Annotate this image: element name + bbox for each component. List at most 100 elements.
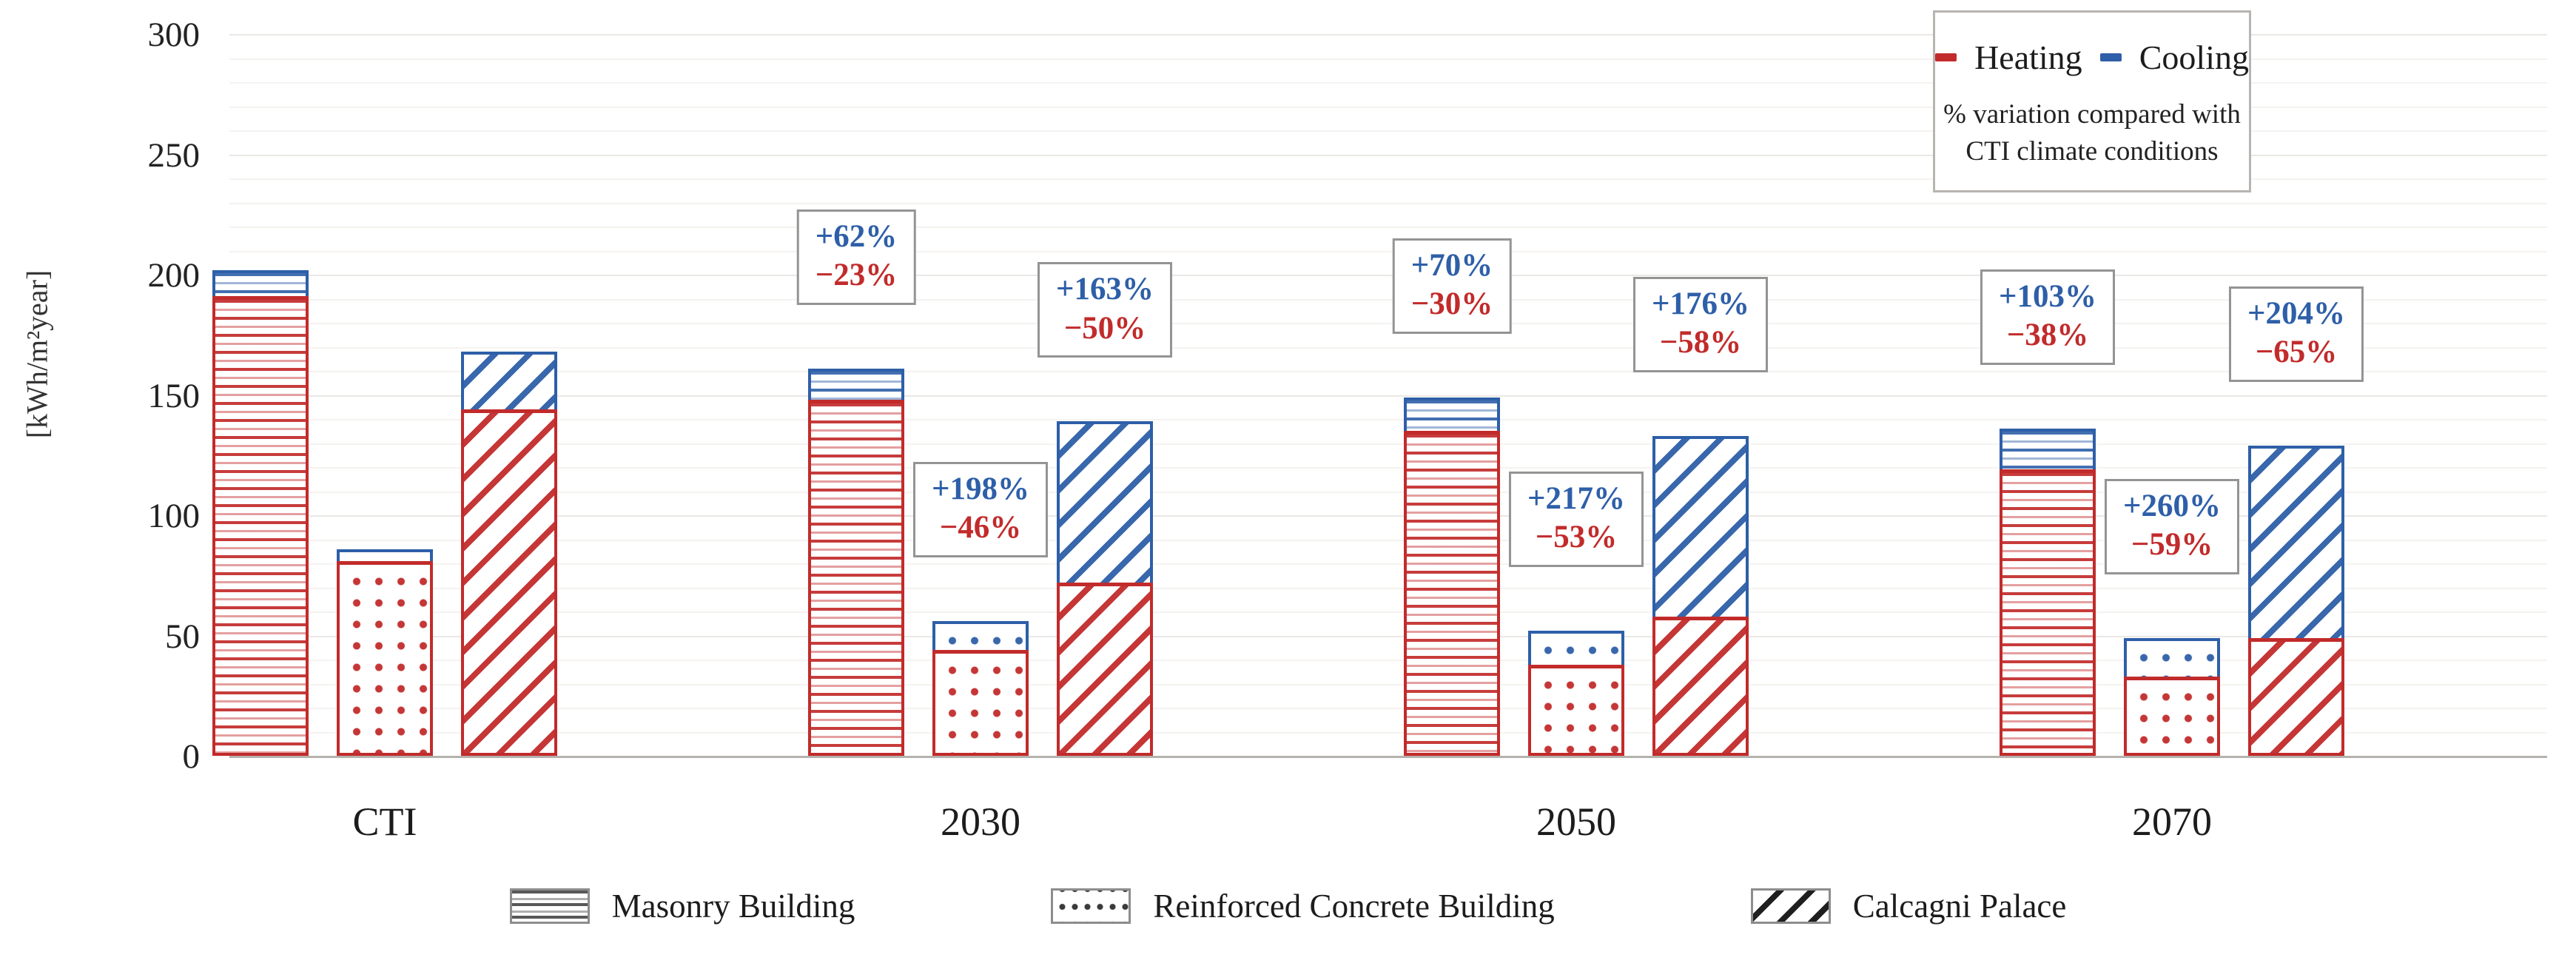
bar-calcagni-2070-cooling: [2248, 445, 2344, 638]
y-tick-label: 100: [147, 497, 201, 535]
heating-line-swatch: [1935, 53, 1957, 61]
calcagni-pattern-swatch: [1750, 888, 1831, 924]
annotation-heating-variation: −50%: [1063, 310, 1146, 346]
annotation-heating-variation: −65%: [2255, 335, 2338, 370]
annotation-heating-variation: −38%: [2006, 318, 2089, 353]
annotation-calcagni-2050: +176% −58%: [1632, 276, 1769, 372]
minor-gridline: [229, 539, 2547, 541]
calcagni-legend-label: Calcagni Palace: [1852, 888, 2067, 925]
major-gridline: [229, 34, 2547, 36]
annotation-cooling-variation: +217%: [1527, 481, 1626, 516]
annotation-heating-variation: −30%: [1410, 286, 1493, 322]
minor-gridline: [229, 250, 2547, 252]
annotation-masonry-2070: +103% −38%: [1980, 269, 2116, 365]
major-gridline: [229, 635, 2547, 637]
y-axis-title: [kWh/m²year]: [20, 269, 54, 439]
rc-pattern-swatch: [1051, 888, 1131, 924]
y-tick-label: 300: [147, 16, 201, 54]
bar-masonry-CTI-cooling: [212, 269, 309, 297]
minor-gridline: [229, 58, 2547, 60]
minor-gridline: [229, 227, 2547, 228]
legend-note-line2: CTI climate conditions: [1965, 135, 2219, 167]
major-gridline: [229, 515, 2547, 517]
annotation-cooling-variation: +176%: [1651, 286, 1750, 321]
y-tick-label: 250: [147, 135, 201, 175]
y-tick-label: 0: [182, 737, 201, 776]
bar-rc-CTI-cooling: [337, 549, 433, 561]
legend-note: % variation compared with CTI climate co…: [1935, 96, 2249, 170]
annotation-cooling-variation: +163%: [1055, 272, 1154, 307]
minor-gridline: [229, 587, 2547, 589]
minor-gridline: [229, 323, 2547, 324]
minor-gridline: [229, 660, 2547, 661]
cooling-legend-label: Cooling: [2139, 38, 2249, 76]
series-legend-row: Heating Cooling: [1935, 38, 2249, 77]
series-legend: Heating Cooling % variation compared wit…: [1933, 10, 2251, 192]
x-category-label: CTI: [352, 799, 417, 844]
major-gridline: [229, 154, 2547, 156]
bar-rc-2070-heating: [2124, 676, 2220, 756]
annotation-calcagni-2030: +163% −50%: [1037, 262, 1173, 358]
bar-rc-2030-cooling: [932, 621, 1029, 650]
bar-masonry-CTI-heating: [212, 296, 309, 756]
annotation-cooling-variation: +103%: [1998, 279, 2097, 314]
annotation-cooling-variation: +198%: [931, 472, 1030, 506]
major-gridline: [229, 395, 2547, 397]
y-tick-label: 200: [147, 256, 201, 295]
annotation-heating-variation: −23%: [815, 258, 898, 293]
annotation-rc-2070: +260% −59%: [2104, 478, 2240, 574]
bar-calcagni-CTI-heating: [461, 409, 557, 756]
annotation-masonry-2050: +70% −30%: [1392, 238, 1512, 334]
minor-gridline: [229, 130, 2547, 132]
bar-calcagni-2050-cooling: [1652, 435, 1749, 617]
bar-masonry-2070-cooling: [2000, 429, 2096, 470]
minor-gridline: [229, 298, 2547, 301]
legend-item-calcagni: Calcagni Palace: [1750, 887, 2067, 925]
bar-calcagni-2030-cooling: [1057, 421, 1153, 583]
minor-gridline: [229, 346, 2547, 349]
bar-masonry-2050-cooling: [1404, 397, 1500, 432]
annotation-heating-variation: −59%: [2131, 527, 2213, 563]
minor-gridline: [229, 708, 2547, 709]
annotation-heating-variation: −53%: [1535, 520, 1618, 555]
bar-rc-2070-cooling: [2124, 637, 2220, 677]
cooling-line-swatch: [2099, 53, 2122, 61]
annotation-cooling-variation: +260%: [2122, 488, 2222, 523]
y-tick-label: 50: [165, 617, 200, 656]
minor-gridline: [229, 611, 2547, 613]
bar-calcagni-2050-heating: [1652, 616, 1749, 756]
annotation-rc-2030: +198% −46%: [912, 462, 1049, 557]
rc-legend-label: Reinforced Concrete Building: [1153, 888, 1555, 925]
annotation-masonry-2030: +62% −23%: [796, 209, 916, 305]
bar-rc-2050-heating: [1528, 664, 1624, 756]
annotation-cooling-variation: +204%: [2247, 295, 2346, 331]
minor-gridline: [229, 563, 2547, 565]
annotation-cooling-variation: +70%: [1410, 247, 1493, 283]
major-gridline: [229, 275, 2547, 276]
bar-calcagni-2070-heating: [2248, 637, 2344, 756]
minor-gridline: [229, 371, 2547, 372]
y-tick-label: 150: [147, 376, 201, 415]
legend-item-rc: Reinforced Concrete Building: [1051, 887, 1555, 925]
annotation-heating-variation: −58%: [1659, 325, 1742, 361]
bar-rc-2030-heating: [932, 650, 1029, 756]
minor-gridline: [229, 683, 2547, 685]
legend-note-line1: % variation compared with: [1943, 99, 2241, 130]
x-category-label: 2050: [1536, 799, 1616, 844]
minor-gridline: [229, 419, 2547, 420]
bar-rc-2050-cooling: [1528, 631, 1624, 665]
annotation-heating-variation: −46%: [939, 510, 1022, 546]
x-category-label: 2030: [941, 799, 1020, 844]
minor-gridline: [229, 82, 2547, 84]
bar-masonry-2070-heating: [2000, 469, 2096, 756]
minor-gridline: [229, 467, 2547, 469]
minor-gridline: [229, 106, 2547, 108]
bar-masonry-2030-heating: [808, 400, 904, 756]
building-legend: Masonry Building Reinforced Concrete Buil…: [0, 887, 2576, 925]
bar-calcagni-2030-heating: [1057, 583, 1153, 756]
minor-gridline: [229, 491, 2547, 493]
bar-masonry-2030-cooling: [808, 368, 904, 400]
minor-gridline: [229, 443, 2547, 445]
bar-calcagni-CTI-cooling: [461, 352, 557, 409]
